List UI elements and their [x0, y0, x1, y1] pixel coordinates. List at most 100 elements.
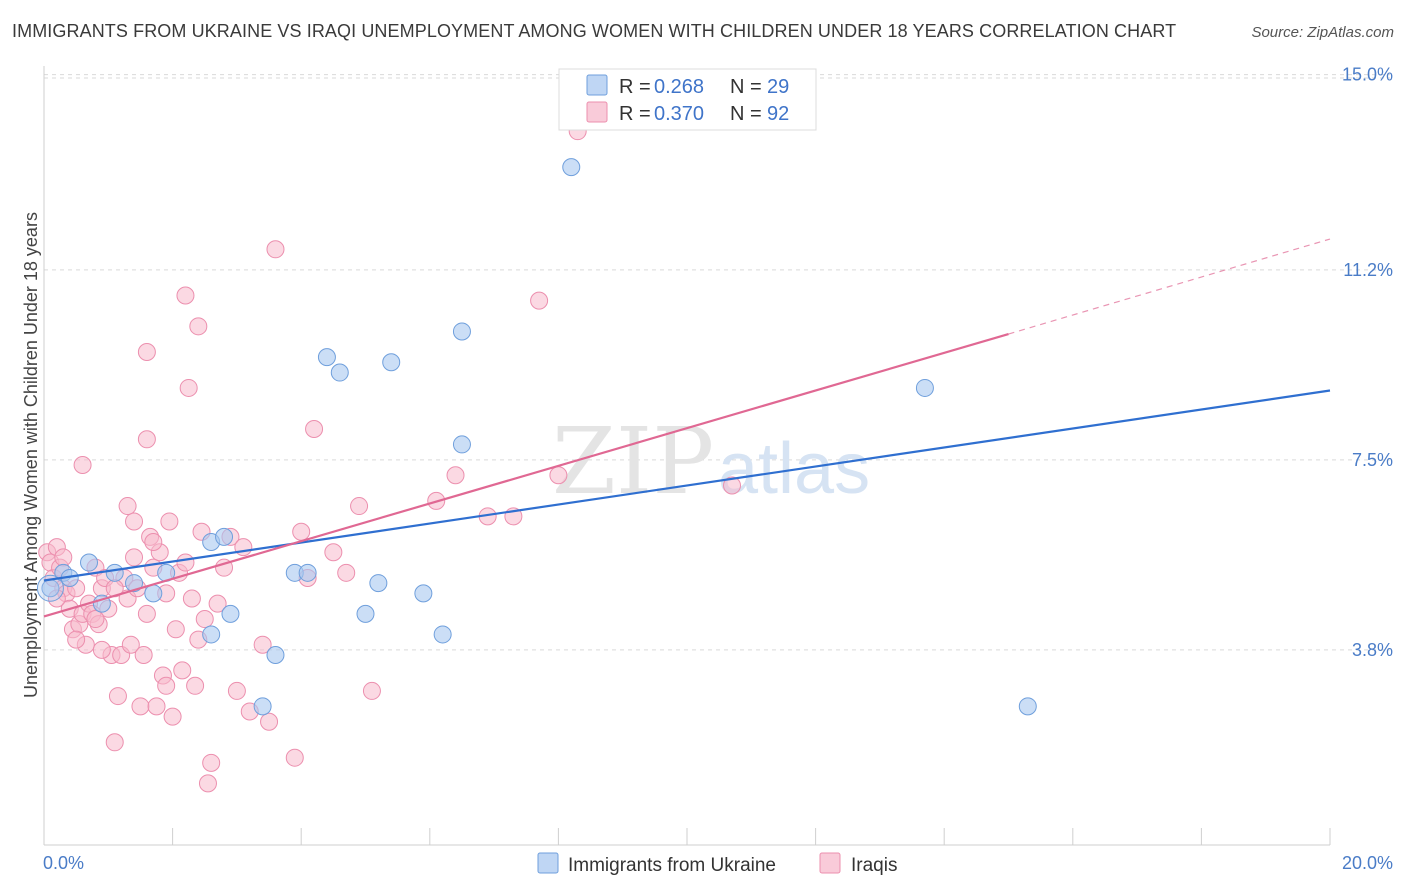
ukraine-point [433, 625, 452, 644]
ukraine-point [452, 322, 471, 341]
bottom-legend-ukraine: Immigrants from Ukraine [568, 855, 776, 876]
iraqi-point [305, 420, 324, 439]
ukraine-point [36, 574, 64, 602]
iraqi-point [182, 589, 201, 608]
iraqi-point [253, 635, 272, 654]
iraqi-point [108, 687, 127, 706]
iraqi-point [137, 342, 156, 361]
iraqi-point [234, 538, 253, 557]
y-tick-label: 11.2% [1343, 260, 1393, 280]
chart-title: IMMIGRANTS FROM UKRAINE VS IRAQI UNEMPLO… [12, 21, 1177, 41]
iraqi-point [549, 466, 568, 485]
ukraine-point [414, 584, 433, 603]
iraqi-point [195, 610, 214, 629]
ukraine-point [298, 563, 317, 582]
iraqi-point [121, 635, 140, 654]
ukraine-point [1018, 697, 1037, 716]
iraqi-point [92, 640, 111, 659]
bottom-legend: Immigrants from Ukraine Iraqis [537, 852, 897, 876]
legend-r-label-2: R = [619, 103, 651, 125]
iraqi-point [134, 645, 153, 664]
iraqi-point [179, 378, 198, 397]
iraqi-point [144, 533, 163, 552]
iraqi-point [198, 774, 217, 793]
iraqi-point [324, 543, 343, 562]
iraqi-point [176, 553, 195, 572]
iraqi-trend-line [43, 332, 1009, 618]
bottom-legend-swatch-iraqi [819, 852, 841, 874]
y-tick-label: 3.8% [1352, 640, 1393, 660]
iraqi-points [38, 122, 742, 793]
iraqi-point [446, 466, 465, 485]
ukraine-point [80, 553, 99, 572]
legend-n-label-2: N = [730, 103, 762, 125]
ukraine-point [330, 363, 349, 382]
ukraine-point [356, 604, 375, 623]
legend-n-label-1: N = [730, 76, 762, 98]
x-tick-max: 20.0% [1342, 853, 1393, 873]
ukraine-point [215, 527, 234, 546]
iraqi-point [73, 455, 92, 474]
bottom-legend-iraqis: Iraqis [851, 855, 897, 876]
iraqi-point [137, 430, 156, 449]
iraqi-point [260, 712, 279, 731]
trend-lines [43, 238, 1331, 618]
axes [43, 66, 1331, 846]
iraqi-point [118, 497, 137, 516]
iraqi-point [67, 630, 86, 649]
legend-swatch-iraqi [586, 101, 608, 123]
ukraine-point [382, 353, 401, 372]
ukraine-point [562, 158, 581, 177]
ukraine-point [266, 645, 285, 664]
ukraine-point [202, 625, 221, 644]
ukraine-point [105, 563, 124, 582]
ukraine-point [452, 435, 471, 454]
iraqi-point [166, 620, 185, 639]
iraqi-point [186, 676, 205, 695]
iraqi-point [125, 548, 144, 567]
ukraine-point [253, 697, 272, 716]
iraqi-point [362, 681, 381, 700]
iraqi-point [105, 733, 124, 752]
iraqi-point [202, 753, 221, 772]
legend-r-value-1: 0.268 [654, 76, 704, 98]
iraqi-point [208, 594, 227, 613]
top-legend: R = 0.268 N = 29 R = 0.370 N = 92 [558, 68, 817, 131]
iraqi-point [723, 476, 742, 495]
ukraine-point [317, 348, 336, 367]
iraqi-point [350, 497, 369, 516]
ukraine-points [36, 158, 1037, 716]
ukraine-point [915, 378, 934, 397]
ukraine-trend-line [43, 389, 1331, 582]
legend-r-label-1: R = [619, 76, 651, 98]
ukraine-point [125, 574, 144, 593]
ukraine-point [221, 604, 240, 623]
legend-swatch-ukraine [586, 74, 608, 96]
iraqi-point [266, 240, 285, 259]
bottom-legend-swatch-ukraine [537, 852, 559, 874]
iraqi-point [173, 661, 192, 680]
legend-n-value-2: 92 [767, 103, 789, 125]
iraqi-point [189, 317, 208, 336]
iraqi-point [86, 610, 105, 629]
watermark-zip: ZIP [552, 408, 714, 515]
grid-lines [44, 74, 1390, 651]
iraqi-point [176, 286, 195, 305]
source-label: Source: ZipAtlas.com [1251, 24, 1394, 41]
ukraine-point [144, 584, 163, 603]
iraqi-point [137, 604, 156, 623]
iraqi-point [157, 676, 176, 695]
iraqi-point [292, 522, 311, 541]
x-tick-min: 0.0% [43, 853, 84, 873]
iraqi-point [125, 512, 144, 531]
iraqi-point [337, 563, 356, 582]
iraqi-point [285, 748, 304, 767]
iraqi-point [160, 512, 179, 531]
y-tick-labels: 3.8% 7.5% 11.2% 15.0% [1342, 65, 1393, 660]
iraqi-point [54, 548, 73, 567]
iraqi-point [131, 697, 150, 716]
legend-n-value-1: 29 [767, 76, 789, 98]
y-tick-label: 7.5% [1352, 450, 1393, 470]
y-tick-label: 15.0% [1342, 65, 1393, 85]
